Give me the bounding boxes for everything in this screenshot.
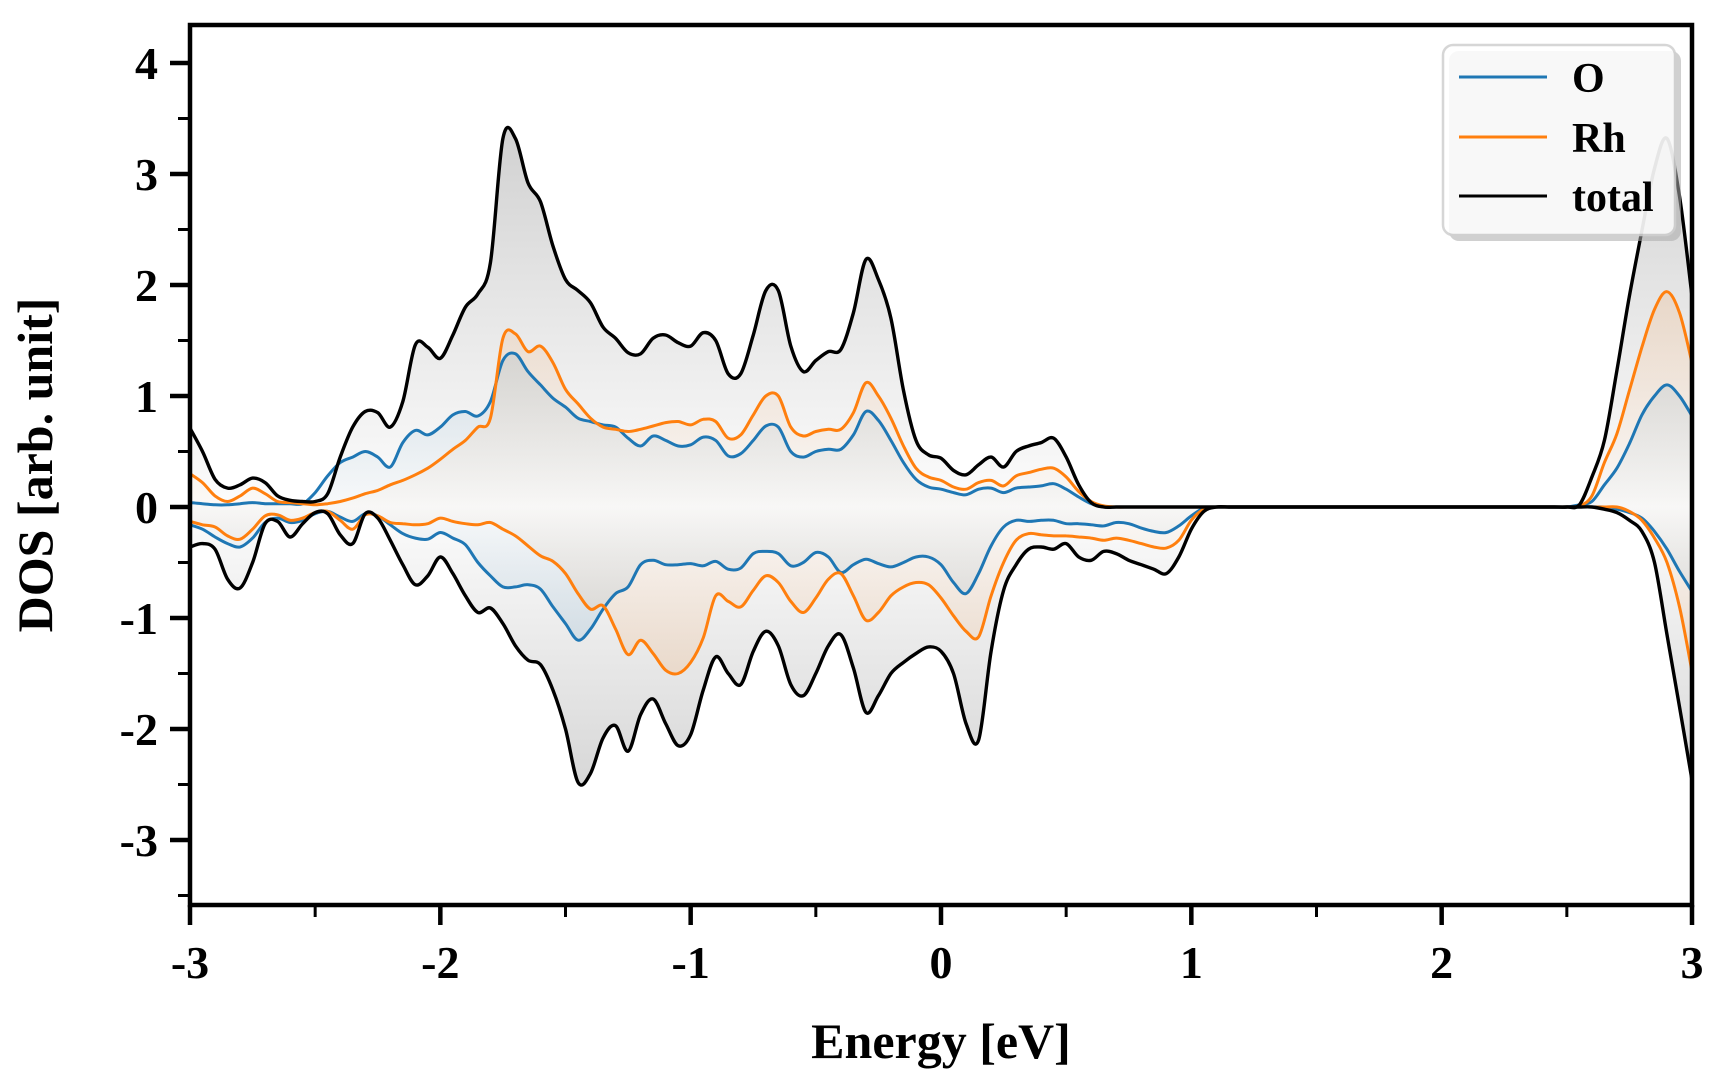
y-tick-label: -3 xyxy=(120,815,158,866)
plot-area xyxy=(188,125,1694,787)
legend-label-rh: Rh xyxy=(1572,116,1626,162)
rh-fill xyxy=(190,291,1692,674)
x-tick-label: 2 xyxy=(1430,937,1453,988)
x-tick-label: -2 xyxy=(421,937,459,988)
legend-label-o: O xyxy=(1572,56,1605,102)
legend-box xyxy=(1441,43,1677,237)
axis-ticks: -3 -2 -1 0 1 2 3 -3 -2 -1 0 1 2 3 4 xyxy=(120,38,1704,988)
y-tick-label: 4 xyxy=(135,38,158,89)
total-spin-down-curve xyxy=(188,504,1694,787)
x-tick-label: 3 xyxy=(1681,937,1704,988)
legend: O Rh total xyxy=(1441,43,1681,241)
y-tick-label: 3 xyxy=(135,149,158,200)
x-tick-label: -1 xyxy=(672,937,710,988)
legend-label-total: total xyxy=(1572,175,1654,221)
y-tick-label: -1 xyxy=(120,593,158,644)
x-tick-label: -3 xyxy=(171,937,209,988)
o-fill xyxy=(190,352,1692,641)
x-axis-label: Energy [eV] xyxy=(811,1013,1071,1069)
y-tick-label: 1 xyxy=(135,371,158,422)
y-tick-label: 0 xyxy=(135,482,158,533)
y-axis-label: DOS [arb. unit] xyxy=(7,298,63,633)
x-tick-label: 1 xyxy=(1180,937,1203,988)
y-tick-label: 2 xyxy=(135,260,158,311)
x-tick-label: 0 xyxy=(930,937,953,988)
y-tick-label: -2 xyxy=(120,704,158,755)
